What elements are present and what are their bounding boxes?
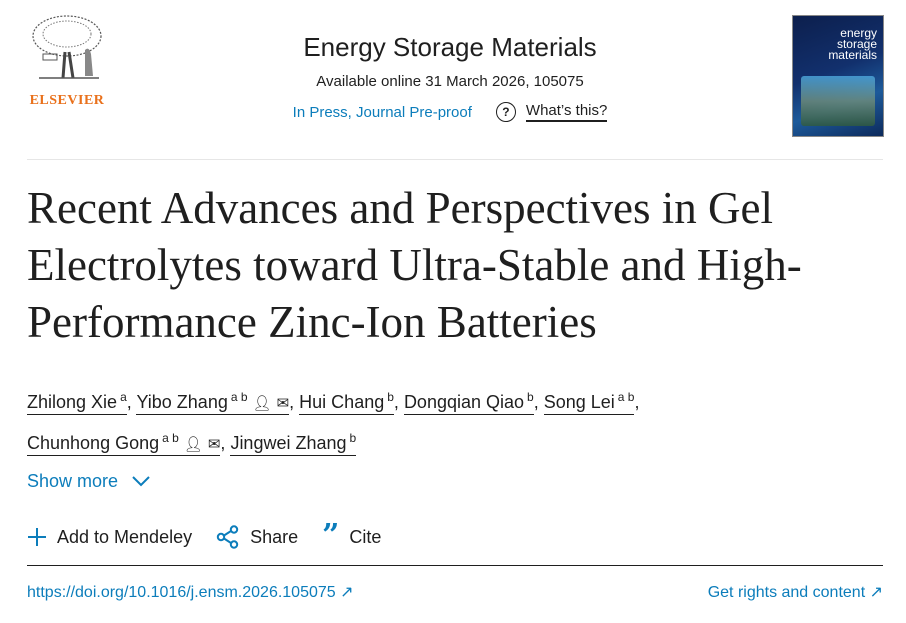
quote-icon: ” [322,518,340,553]
add-to-mendeley-button[interactable]: Add to Mendeley [27,525,192,549]
author-link[interactable]: Hui Chang b [299,390,394,415]
author-link[interactable]: Song Lei a b [543,390,635,415]
availability: Available online 31 March 2026, 105075 [316,73,584,90]
author-link[interactable]: Dongqian Qiao b [403,390,534,415]
author-list: Zhilong Xie a, Yibo Zhang a b 👤︎ ✉, Hui Chan… [27,380,887,462]
share-button[interactable]: Share [216,525,298,549]
email-icon: ✉ [207,436,221,453]
rights-link[interactable]: Get rights and content ↗ [707,584,883,601]
cover-image [801,76,875,126]
whats-this-link[interactable]: What’s this? [525,102,608,122]
email-icon: ✉ [276,395,290,412]
external-link-icon: ↗ [869,584,883,601]
status-link[interactable]: In Press, Journal Pre-proof [292,103,472,121]
person-icon: 👤︎ [252,395,272,412]
elsevier-tree-icon [29,14,105,84]
author-link[interactable]: Chunhong Gong a b 👤︎ ✉ [27,431,221,456]
elsevier-logo[interactable]: ELSEVIER [26,14,108,109]
journal-title[interactable]: Energy Storage Materials [303,32,597,62]
divider [27,159,883,160]
external-link-icon: ↗ [340,584,354,601]
journal-cover[interactable]: energy storage materials [792,15,884,137]
cite-button[interactable]: ” Cite [322,518,382,553]
person-icon: 👤︎ [183,436,203,453]
header: ELSEVIER Energy Storage Materials Availa… [0,0,906,160]
article-title: Recent Advances and Perspectives in Gel … [27,183,802,347]
doi-link[interactable]: https://doi.org/10.1016/j.ensm.2026.1050… [27,584,354,601]
share-icon [216,525,239,549]
plus-icon [28,528,46,546]
author-link[interactable]: Jingwei Zhang b [230,431,357,456]
question-icon[interactable]: ? [495,102,516,122]
divider [27,565,883,566]
author-link[interactable]: Yibo Zhang a b 👤︎ ✉ [136,390,290,415]
show-more-button[interactable]: Show more [27,471,151,492]
author-link[interactable]: Zhilong Xie a [27,390,127,415]
chevron-down-icon [132,476,150,487]
